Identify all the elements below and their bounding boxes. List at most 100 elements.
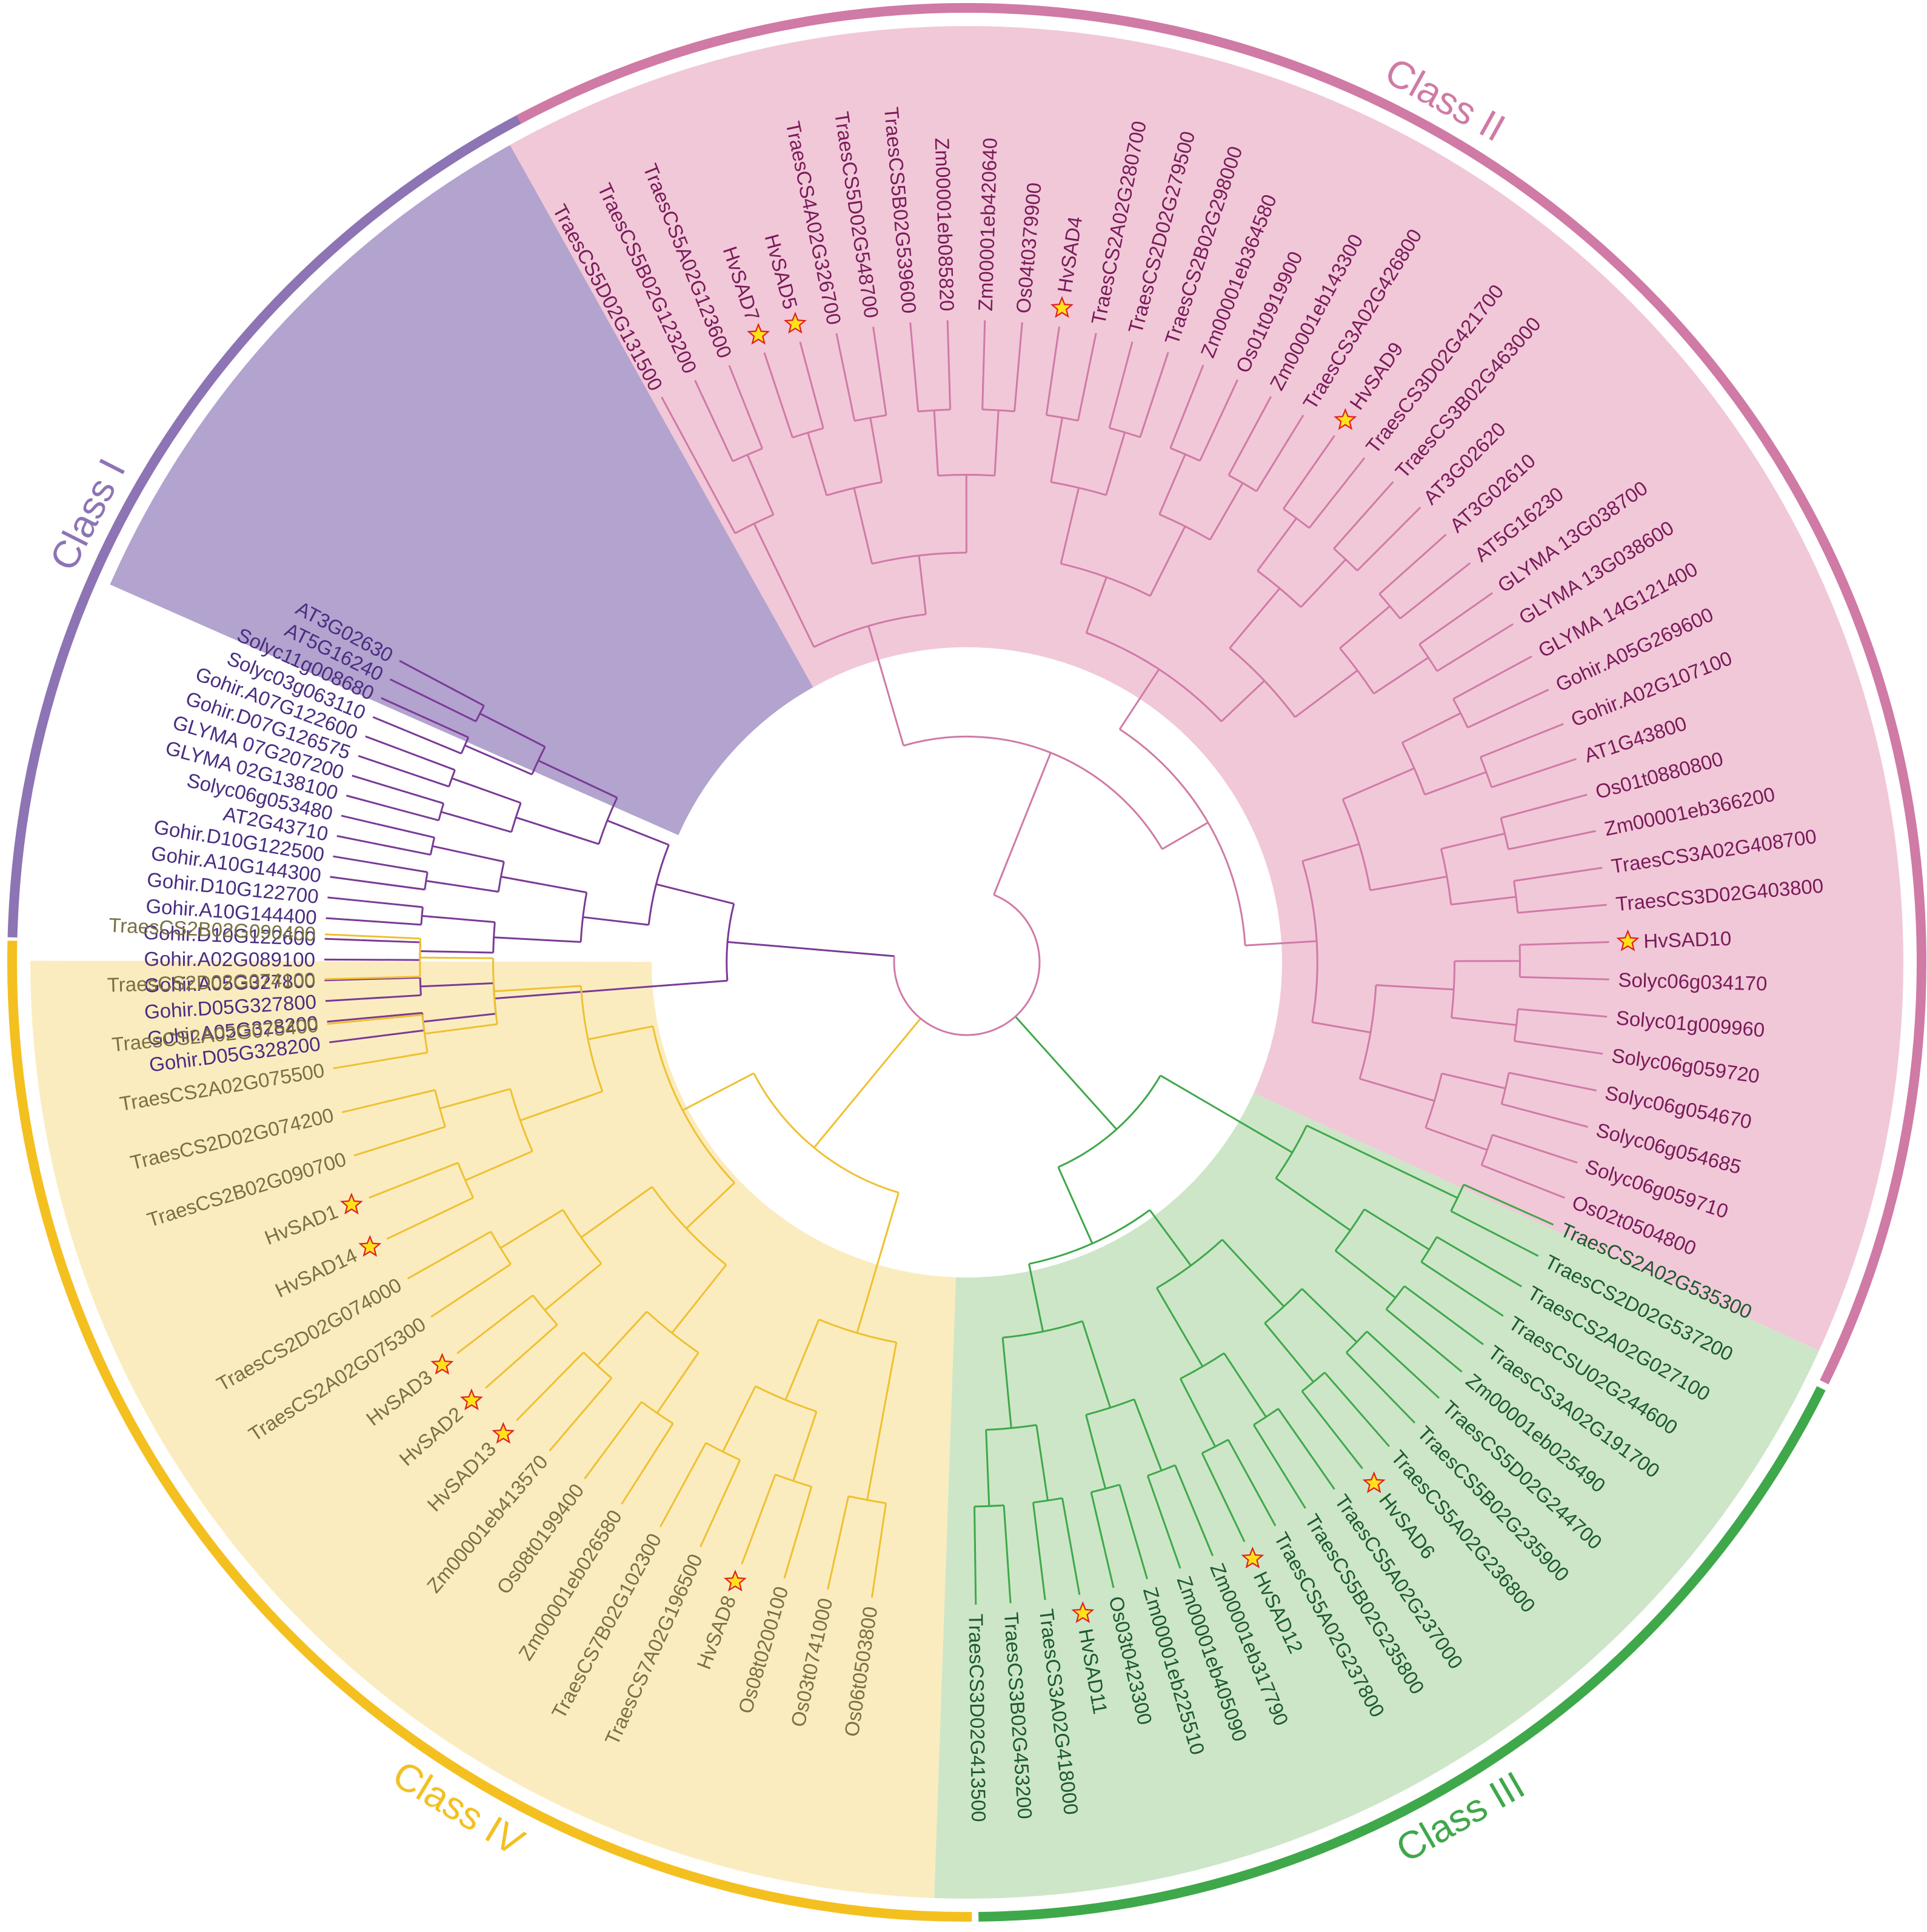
- branch: [793, 1486, 813, 1544]
- branch: [381, 697, 415, 714]
- branch: [402, 1162, 459, 1185]
- branch: [1401, 742, 1426, 795]
- branch: [1301, 861, 1318, 1023]
- branch: [1403, 1285, 1455, 1324]
- star-markers: [339, 296, 1640, 1624]
- branch: [388, 1125, 446, 1146]
- branch: [341, 1102, 378, 1113]
- branch: [792, 427, 824, 439]
- branch: [985, 1430, 990, 1507]
- branch: [726, 903, 735, 981]
- branch: [1530, 1184, 1565, 1199]
- branch: [682, 1072, 755, 1111]
- branch: [1441, 562, 1471, 587]
- branch: [870, 1561, 878, 1598]
- branch: [1053, 326, 1060, 363]
- branch: [1424, 771, 1487, 796]
- branch: [1520, 1208, 1554, 1226]
- branch: [1385, 1308, 1435, 1350]
- branch: [746, 454, 775, 516]
- branch: [1308, 485, 1343, 529]
- star-icon: [492, 1422, 515, 1444]
- branch: [420, 982, 494, 988]
- star-icon: [747, 322, 770, 345]
- branch: [1312, 1021, 1371, 1034]
- branch: [1189, 364, 1204, 399]
- branch: [1518, 1008, 1571, 1015]
- branch: [947, 356, 952, 410]
- branch: [807, 432, 828, 496]
- branch: [1451, 1210, 1507, 1241]
- branch: [843, 368, 856, 421]
- branch: [464, 744, 533, 776]
- branch: [809, 376, 824, 429]
- branch: [659, 1494, 679, 1528]
- branch: [1436, 1236, 1491, 1269]
- branch: [451, 777, 521, 804]
- branch: [1520, 942, 1573, 946]
- branch: [686, 1182, 735, 1230]
- class-sector-I: [110, 129, 823, 836]
- branch: [1118, 1484, 1138, 1545]
- branch: [1227, 1439, 1259, 1494]
- star-icon: [1616, 929, 1640, 951]
- branch: [1283, 415, 1304, 447]
- branch: [501, 876, 587, 894]
- branch: [867, 625, 904, 746]
- branch: [1252, 1424, 1287, 1478]
- branch: [1552, 1116, 1589, 1128]
- branch: [366, 881, 425, 891]
- branch: [1085, 576, 1107, 633]
- branch: [1462, 592, 1493, 615]
- branch: [1285, 1477, 1306, 1509]
- branch: [326, 917, 362, 922]
- branch: [381, 804, 439, 822]
- branch: [460, 737, 470, 754]
- branch: [853, 487, 873, 564]
- branch: [1313, 435, 1335, 466]
- branch: [399, 660, 432, 679]
- branch: [1221, 379, 1238, 413]
- branch: [363, 1013, 423, 1022]
- branch: [1481, 1164, 1531, 1185]
- branch: [799, 341, 810, 378]
- branch: [485, 1363, 514, 1389]
- branch: [386, 785, 444, 805]
- branch: [1257, 570, 1302, 608]
- star-icon: [430, 1353, 454, 1375]
- branch: [694, 379, 712, 414]
- leaf-label: Gohir.A02G089100: [144, 948, 315, 971]
- branch: [1118, 668, 1160, 730]
- branch: [1283, 465, 1315, 510]
- branch: [1221, 1239, 1285, 1307]
- branch: [1201, 1439, 1229, 1454]
- branch: [1104, 1552, 1115, 1588]
- leaf-label: Gohir.A05G327800: [144, 970, 315, 997]
- branch: [1418, 644, 1438, 672]
- branch: [494, 979, 728, 1000]
- star-icon: [1050, 296, 1074, 318]
- branch: [333, 855, 369, 864]
- branch: [1003, 1505, 1009, 1567]
- class-ring-II: [516, 3, 1926, 1385]
- branch: [1500, 818, 1509, 850]
- branch: [1566, 867, 1603, 874]
- branch: [544, 1262, 602, 1311]
- branch: [413, 712, 469, 739]
- branch: [1220, 680, 1265, 722]
- branch: [1463, 1184, 1521, 1211]
- branch: [1451, 1016, 1517, 1027]
- branch: [1358, 985, 1377, 1079]
- branch: [1229, 587, 1281, 649]
- branch: [1149, 1209, 1192, 1267]
- branch: [1500, 803, 1552, 819]
- branch: [981, 356, 985, 410]
- branch: [783, 1543, 796, 1579]
- branch: [784, 1319, 820, 1401]
- branch: [1277, 1408, 1315, 1461]
- branch: [1480, 1134, 1494, 1166]
- branch: [1436, 642, 1483, 672]
- branch: [1180, 1352, 1225, 1380]
- branch: [1339, 1439, 1363, 1470]
- branch: [813, 613, 926, 648]
